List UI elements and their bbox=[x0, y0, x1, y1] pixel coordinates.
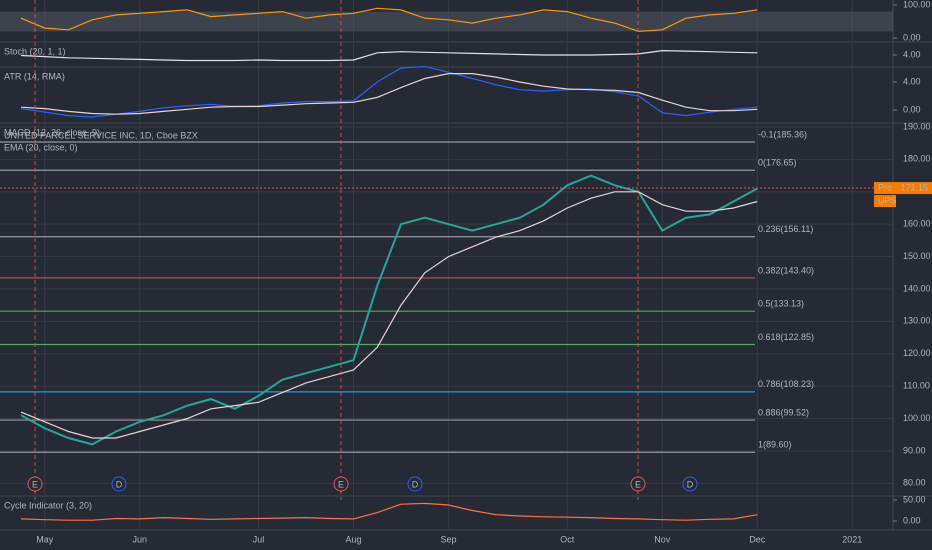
x-tick-label: 2021 bbox=[842, 534, 862, 544]
series-line bbox=[20, 65, 758, 118]
fib-label: 0(176.65) bbox=[758, 158, 797, 168]
y-tick-label: 130.00 bbox=[903, 316, 931, 326]
fib-label: 0.5(133.13) bbox=[758, 299, 804, 309]
series-line bbox=[20, 502, 758, 521]
y-tick-label: 160.00 bbox=[903, 219, 931, 229]
panel-title: Cycle Indicator (3, 20) bbox=[4, 500, 92, 510]
event-marker bbox=[111, 476, 127, 492]
y-tick-label: 110.00 bbox=[903, 381, 930, 391]
event-marker bbox=[682, 476, 698, 492]
fib-label: 0.382(143.40) bbox=[758, 265, 814, 275]
price-tag-value: 171.15 bbox=[900, 182, 928, 192]
x-tick-label: Sep bbox=[440, 534, 456, 544]
event-marker bbox=[27, 476, 43, 492]
y-tick-label: 100.00 bbox=[903, 413, 931, 423]
fib-label: -0.1(185.36) bbox=[758, 129, 807, 139]
series-line bbox=[20, 7, 758, 33]
y-tick-label: 0.00 bbox=[903, 32, 921, 42]
event-marker bbox=[333, 476, 349, 492]
y-tick-label: 90.00 bbox=[903, 445, 926, 455]
series-line bbox=[20, 191, 758, 439]
y-tick-label: 80.00 bbox=[903, 478, 926, 488]
y-tick-label: 4.00 bbox=[903, 49, 921, 59]
series-line bbox=[20, 49, 758, 62]
event-marker bbox=[630, 476, 646, 492]
event-label: D bbox=[116, 479, 123, 489]
symbol-tag: UPS bbox=[878, 195, 897, 205]
y-tick-label: 150.00 bbox=[903, 251, 931, 261]
fib-label: 1(89.60) bbox=[758, 440, 792, 450]
y-tick-label: 190.00 bbox=[903, 121, 931, 131]
x-tick-label: May bbox=[36, 534, 54, 544]
panel-title: UNITED PARCEL SERVICE INC, 1D, Cboe BZX bbox=[4, 130, 198, 140]
event-label: D bbox=[687, 479, 694, 489]
x-tick-label: Dec bbox=[749, 534, 766, 544]
event-marker bbox=[407, 476, 423, 492]
x-tick-label: Oct bbox=[560, 534, 575, 544]
stoch-band bbox=[0, 11, 893, 32]
event-label: D bbox=[412, 479, 419, 489]
x-tick-label: Aug bbox=[345, 534, 361, 544]
event-label: E bbox=[338, 479, 344, 489]
fib-label: 0.786(108.23) bbox=[758, 379, 814, 389]
series-line bbox=[20, 73, 758, 115]
event-label: E bbox=[32, 479, 38, 489]
fib-label: 0.236(156.11) bbox=[758, 224, 813, 234]
price-tag-text: Pre bbox=[878, 182, 892, 192]
y-tick-label: 120.00 bbox=[903, 348, 931, 358]
event-label: E bbox=[635, 479, 641, 489]
y-tick-label: 140.00 bbox=[903, 283, 931, 293]
y-tick-label: 100.00 bbox=[903, 0, 931, 9]
x-tick-label: Jun bbox=[132, 534, 147, 544]
panel-title: ATR (14, RMA) bbox=[4, 71, 65, 81]
y-tick-label: 50.00 bbox=[903, 494, 926, 504]
y-tick-label: 0.00 bbox=[903, 515, 921, 525]
x-tick-label: Nov bbox=[654, 534, 671, 544]
symbol-tag-bg bbox=[874, 195, 896, 208]
y-tick-label: 4.00 bbox=[903, 76, 921, 86]
y-tick-label: 0.00 bbox=[903, 104, 921, 114]
y-tick-label: 180.00 bbox=[903, 154, 931, 164]
series-line bbox=[20, 174, 758, 446]
indicator-title: EMA (20, close, 0) bbox=[4, 142, 78, 152]
fib-label: 0.886(99.52) bbox=[758, 407, 809, 417]
price-tag-bg bbox=[874, 182, 932, 195]
panel-title: MACD (12, 26, close, 9) bbox=[4, 127, 100, 137]
fib-label: 0.618(122.85) bbox=[758, 332, 814, 342]
x-tick-label: Jul bbox=[253, 534, 265, 544]
